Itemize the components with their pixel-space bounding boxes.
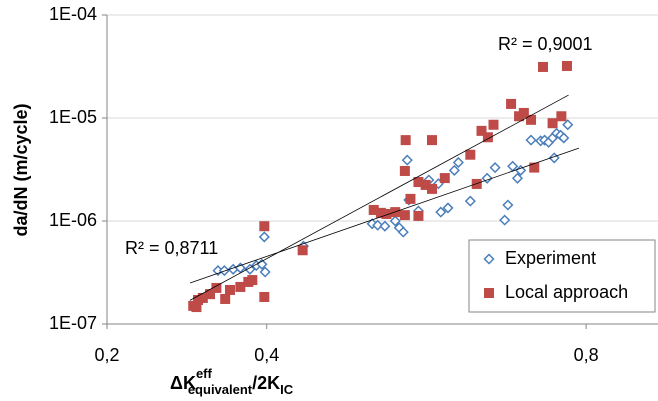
annotation: R² = 0,8711	[125, 238, 218, 258]
trendline	[189, 147, 580, 284]
data-point	[405, 193, 416, 204]
y-tick-label: 1E-07	[49, 313, 97, 333]
legend-box	[468, 239, 656, 313]
data-point	[439, 173, 450, 184]
data-point	[397, 226, 409, 238]
data-point	[220, 293, 231, 304]
x-tick-label: 0,2	[94, 345, 119, 365]
data-point	[368, 204, 379, 215]
data-point	[205, 289, 216, 300]
data-point	[399, 210, 410, 221]
data-point	[547, 118, 558, 129]
data-point	[191, 302, 202, 313]
data-point	[448, 164, 460, 176]
y-tick-label: 1E-06	[49, 210, 97, 230]
y-tick-label: 1E-05	[49, 107, 97, 127]
data-point	[506, 98, 517, 109]
data-point	[420, 179, 431, 190]
data-point	[488, 119, 499, 130]
data-point	[511, 172, 524, 184]
data-point	[499, 214, 511, 226]
data-point	[372, 219, 384, 231]
data-point	[442, 202, 454, 214]
data-point	[435, 206, 447, 218]
data-point	[259, 266, 271, 278]
data-point	[452, 156, 464, 169]
annotation: R² = 0,9001	[498, 34, 593, 54]
data-point	[489, 162, 501, 174]
x-title-part: /2K	[252, 373, 280, 393]
y-tick-label: 1E-04	[49, 4, 97, 24]
data-point	[518, 107, 529, 118]
data-point	[507, 160, 519, 172]
data-point	[235, 281, 246, 292]
legend-marker	[483, 253, 495, 265]
legend-marker	[484, 288, 494, 298]
data-point	[427, 135, 438, 146]
legend-label: Local approach	[505, 282, 628, 302]
data-point	[197, 292, 208, 303]
data-point	[502, 199, 514, 211]
data-point	[259, 221, 270, 232]
data-point	[515, 164, 527, 176]
legend-label: Experiment	[505, 248, 596, 268]
data-point	[401, 154, 413, 166]
trendline	[189, 94, 569, 301]
data-point	[218, 265, 230, 277]
legend: Experiment Local approach	[468, 239, 656, 313]
data-point	[538, 61, 549, 72]
x-title-sub: IC	[280, 382, 294, 397]
data-point	[247, 275, 258, 286]
x-tick-label: 0,8	[574, 345, 599, 365]
data-point	[529, 162, 540, 173]
x-tick-label: 0,4	[254, 345, 279, 365]
x-title-part: ΔK	[170, 373, 196, 393]
data-point	[297, 245, 308, 256]
data-point	[465, 149, 476, 160]
data-point	[427, 183, 438, 194]
data-point	[561, 60, 572, 71]
data-point	[525, 134, 537, 146]
data-point	[558, 132, 570, 144]
data-point	[562, 119, 574, 131]
x-axis-title: ΔKeff equivalent/2KIC	[170, 366, 294, 397]
data-point	[526, 114, 537, 125]
x-title-sup: eff	[196, 366, 213, 381]
data-point	[259, 291, 270, 302]
data-point	[258, 231, 270, 243]
data-point	[224, 284, 235, 295]
data-point	[482, 132, 493, 143]
data-point	[464, 195, 476, 207]
x-title-sub: equivalent	[188, 382, 253, 397]
data-point	[244, 263, 256, 275]
data-point	[399, 165, 410, 176]
data-point	[556, 111, 567, 122]
data-point	[389, 215, 401, 227]
data-point	[375, 207, 386, 218]
data-point	[481, 172, 493, 184]
data-point	[381, 208, 392, 219]
data-point	[476, 125, 487, 136]
data-point	[211, 282, 222, 293]
data-point	[413, 177, 424, 188]
data-point	[379, 220, 391, 232]
y-axis-title: da/dN (m/cycle)	[11, 103, 31, 236]
data-point	[413, 210, 424, 221]
data-point	[400, 135, 411, 146]
